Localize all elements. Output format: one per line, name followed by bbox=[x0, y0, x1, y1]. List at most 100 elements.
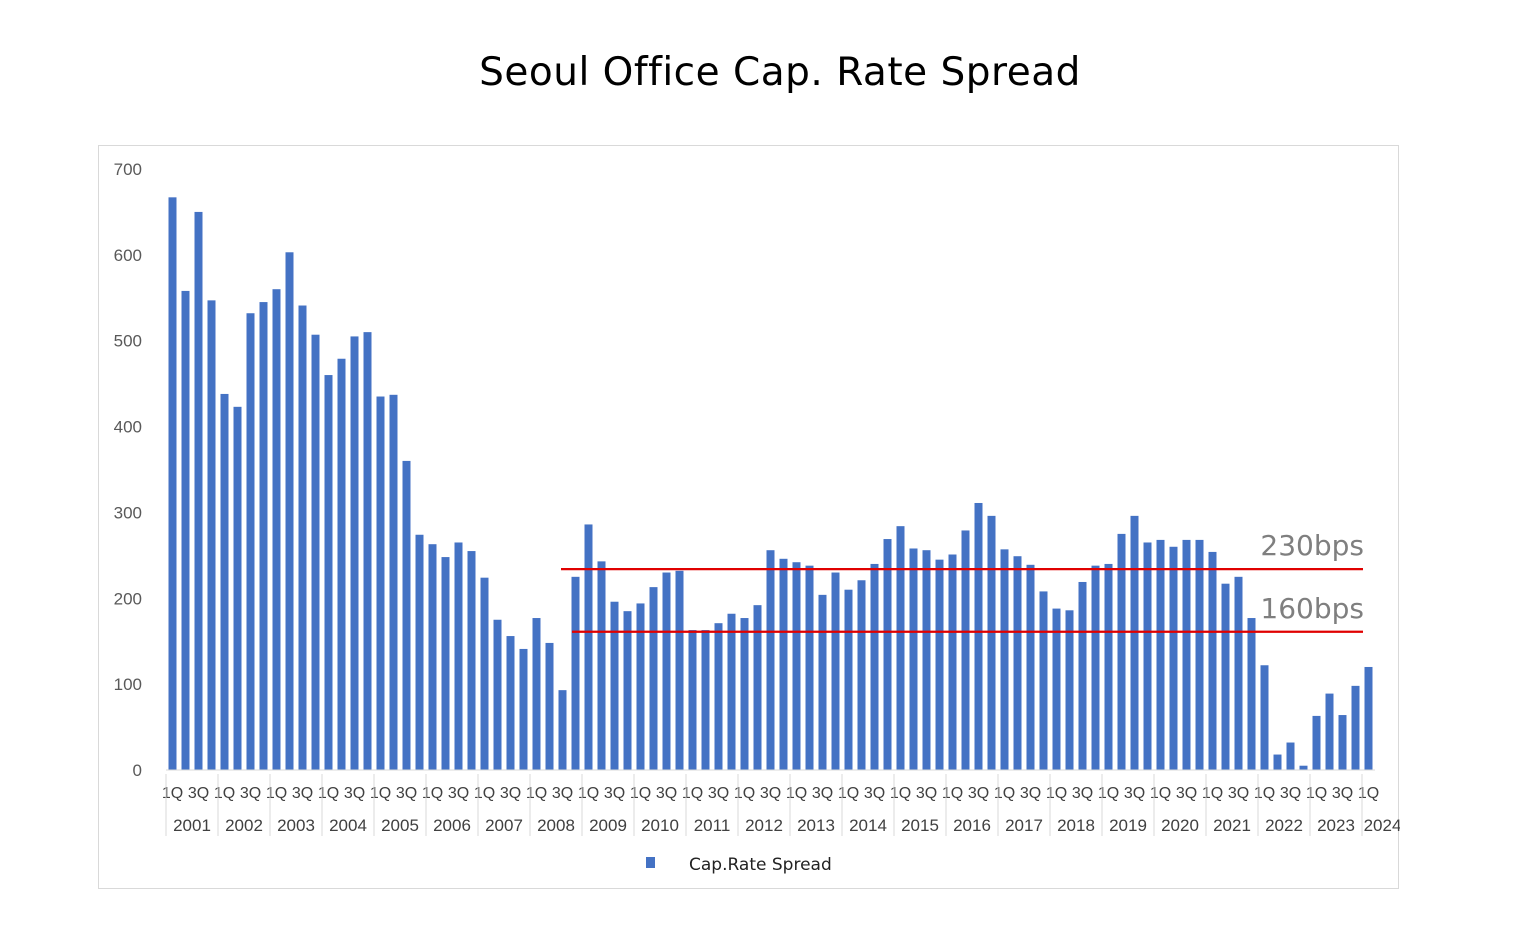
bar bbox=[1351, 685, 1360, 770]
bar bbox=[376, 396, 385, 770]
y-tick-label: 600 bbox=[114, 246, 142, 265]
y-tick-label: 300 bbox=[114, 503, 142, 522]
bar bbox=[506, 636, 515, 770]
x-quarter-label: 1Q bbox=[838, 785, 859, 802]
x-year-label: 2005 bbox=[381, 816, 419, 835]
bar bbox=[1234, 576, 1243, 770]
y-tick-label: 700 bbox=[114, 160, 142, 179]
bar bbox=[584, 524, 593, 770]
bar bbox=[480, 577, 489, 770]
x-quarter-label: 1Q bbox=[1046, 785, 1067, 802]
bar bbox=[519, 648, 528, 770]
x-quarter-label: 3Q bbox=[864, 785, 885, 802]
x-quarter-label: 1Q bbox=[1098, 785, 1119, 802]
legend-label: Cap.Rate Spread bbox=[689, 855, 832, 875]
bar bbox=[779, 558, 788, 770]
x-quarter-label: 1Q bbox=[1306, 785, 1327, 802]
legend-swatch bbox=[646, 857, 655, 868]
bar bbox=[688, 630, 697, 770]
bar bbox=[623, 611, 632, 770]
x-quarter-label: 1Q bbox=[890, 785, 911, 802]
x-year-label: 2006 bbox=[433, 816, 471, 835]
x-quarter-label: 3Q bbox=[1332, 785, 1353, 802]
x-year-label: 2002 bbox=[225, 816, 263, 835]
bar bbox=[1247, 618, 1256, 770]
x-quarter-label: 1Q bbox=[422, 785, 443, 802]
x-year-label: 2016 bbox=[953, 816, 991, 835]
bar bbox=[636, 603, 645, 770]
bar bbox=[714, 623, 723, 770]
bar bbox=[324, 375, 333, 770]
bar bbox=[675, 570, 684, 770]
x-year-label: 2003 bbox=[277, 816, 315, 835]
bar bbox=[350, 336, 359, 770]
x-quarter-label: 3Q bbox=[760, 785, 781, 802]
bar bbox=[1039, 591, 1048, 770]
x-quarter-label: 1Q bbox=[1358, 785, 1379, 802]
x-quarter-label: 3Q bbox=[500, 785, 521, 802]
x-year-label: 2004 bbox=[329, 816, 367, 835]
x-quarter-label: 1Q bbox=[162, 785, 183, 802]
x-year-label: 2014 bbox=[849, 816, 887, 835]
x-quarter-label: 1Q bbox=[734, 785, 755, 802]
bar bbox=[1130, 515, 1139, 770]
bar bbox=[1065, 610, 1074, 770]
x-year-label: 2017 bbox=[1005, 816, 1043, 835]
bar bbox=[1000, 549, 1009, 770]
y-tick-label: 100 bbox=[114, 675, 142, 694]
x-quarter-label: 1Q bbox=[682, 785, 703, 802]
x-quarter-label: 3Q bbox=[656, 785, 677, 802]
x-year-label: 2013 bbox=[797, 816, 835, 835]
x-quarter-label: 1Q bbox=[942, 785, 963, 802]
bar bbox=[1104, 563, 1113, 770]
bar bbox=[753, 605, 762, 770]
x-quarter-label: 1Q bbox=[266, 785, 287, 802]
x-year-label: 2018 bbox=[1057, 816, 1095, 835]
bar bbox=[558, 690, 567, 770]
bar bbox=[831, 572, 840, 770]
x-quarter-label: 3Q bbox=[1020, 785, 1041, 802]
bar bbox=[597, 561, 606, 770]
reference-line-label: 230bps bbox=[1260, 529, 1364, 562]
bar bbox=[1364, 666, 1373, 770]
bar bbox=[246, 313, 255, 770]
bar bbox=[1260, 665, 1269, 770]
x-quarter-label: 1Q bbox=[1202, 785, 1223, 802]
bar bbox=[1052, 608, 1061, 770]
bar bbox=[1143, 542, 1152, 770]
bar bbox=[610, 601, 619, 770]
x-year-label: 2022 bbox=[1265, 816, 1303, 835]
x-year-label: 2011 bbox=[694, 816, 731, 835]
y-tick-label: 0 bbox=[133, 761, 142, 780]
bar bbox=[1013, 556, 1022, 770]
x-quarter-label: 3Q bbox=[1176, 785, 1197, 802]
x-year-label: 2012 bbox=[745, 816, 783, 835]
bar bbox=[883, 539, 892, 770]
y-tick-label: 200 bbox=[114, 589, 142, 608]
x-year-label: 2019 bbox=[1109, 816, 1147, 835]
x-quarter-label: 3Q bbox=[604, 785, 625, 802]
bar bbox=[1208, 551, 1217, 770]
bar bbox=[1091, 565, 1100, 770]
bar bbox=[948, 554, 957, 770]
x-year-label: 2023 bbox=[1317, 816, 1355, 835]
bar bbox=[532, 618, 541, 770]
bar bbox=[1182, 539, 1191, 770]
x-quarter-label: 1Q bbox=[214, 785, 235, 802]
bar bbox=[896, 526, 905, 770]
bar bbox=[168, 197, 177, 770]
x-quarter-label: 3Q bbox=[1072, 785, 1093, 802]
x-quarter-label: 1Q bbox=[994, 785, 1015, 802]
bar bbox=[181, 290, 190, 770]
x-quarter-label: 3Q bbox=[968, 785, 989, 802]
bar bbox=[1312, 715, 1321, 770]
bar bbox=[337, 358, 346, 770]
x-quarter-label: 3Q bbox=[240, 785, 261, 802]
bar bbox=[922, 550, 931, 770]
bar bbox=[363, 332, 372, 770]
x-quarter-label: 1Q bbox=[318, 785, 339, 802]
x-quarter-label: 3Q bbox=[812, 785, 833, 802]
bar bbox=[727, 613, 736, 770]
y-tick-label: 500 bbox=[114, 332, 142, 351]
bar bbox=[1221, 583, 1230, 770]
